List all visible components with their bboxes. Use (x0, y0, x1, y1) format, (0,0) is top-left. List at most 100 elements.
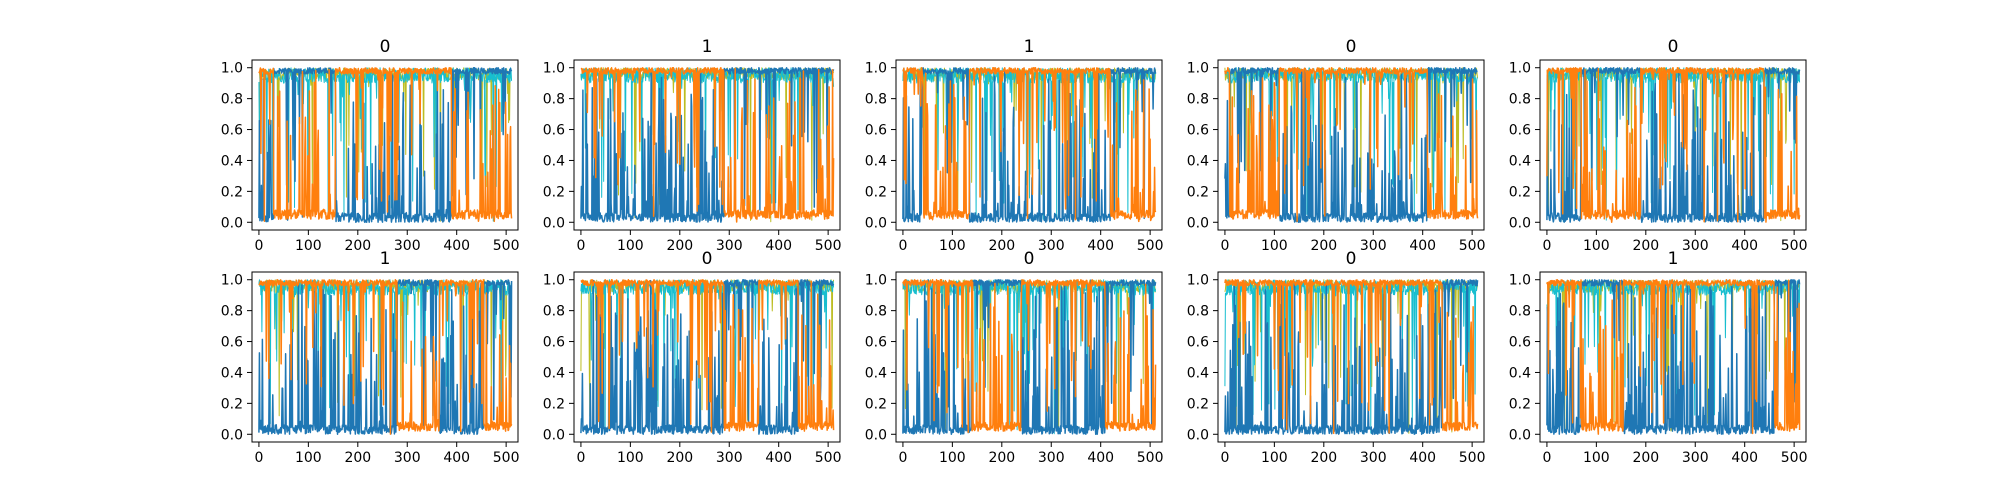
x-tick-label: 400 (443, 450, 470, 466)
y-tick-label: 1.0 (543, 273, 565, 289)
plot-area (1546, 278, 1801, 435)
x-tick-label: 500 (1459, 238, 1486, 254)
y-tick-label: 0.8 (865, 304, 887, 320)
x-tick-label: 200 (1310, 238, 1337, 254)
axes-frame (895, 271, 1163, 443)
y-tick-label: 0.6 (865, 123, 887, 139)
subplot-6: 0.0 0.2 0.4 0.6 0.8 1.0 0 100 200 300 400 500 0 (543, 249, 842, 466)
subplot-9: 0.0 0.2 0.4 0.6 0.8 1.0 0 100 200 300 400 500 1 (1509, 249, 1808, 466)
x-tick-label: 100 (1261, 238, 1288, 254)
y-tick-label: 0.0 (1509, 427, 1531, 443)
x-tick-label: 200 (1310, 450, 1337, 466)
y-tick-label: 0.2 (1187, 184, 1209, 200)
x-tick-label: 0 (1220, 450, 1229, 466)
subplot-7: 0.0 0.2 0.4 0.6 0.8 1.0 0 100 200 300 400 500 0 (865, 249, 1164, 466)
y-tick-label: 1.0 (865, 61, 887, 77)
x-tick-label: 300 (1038, 450, 1065, 466)
y-tick-label: 0.8 (1187, 92, 1209, 108)
y-tick-label: 0.2 (865, 184, 887, 200)
y-tick-label: 0.0 (221, 427, 243, 443)
subplot-1: 0.0 0.2 0.4 0.6 0.8 1.0 0 100 200 300 400 500 1 (543, 37, 842, 254)
y-tick-label: 1.0 (1509, 61, 1531, 77)
y-tick-label: 0.0 (1187, 427, 1209, 443)
x-tick-label: 300 (394, 450, 421, 466)
y-tick-label: 0.6 (1509, 123, 1531, 139)
axes-frame (895, 59, 1163, 231)
x-tick-label: 0 (576, 450, 585, 466)
series-line-orange (1546, 67, 1801, 223)
subplot-title: 0 (380, 37, 391, 57)
x-tick-label: 100 (939, 238, 966, 254)
x-tick-label: 500 (493, 238, 520, 254)
subplot-title: 1 (702, 37, 713, 57)
series-line-blue (902, 279, 1157, 436)
series-line-orange (1546, 278, 1801, 435)
series-line-cyan (1224, 279, 1478, 434)
x-tick-label: 0 (254, 450, 263, 466)
x-tick-label: 500 (493, 450, 520, 466)
series-line-blue (1546, 67, 1801, 223)
y-tick-label: 0.6 (865, 335, 887, 351)
y-tick-label: 1.0 (221, 273, 243, 289)
x-tick-label: 400 (1087, 450, 1114, 466)
x-tick-label: 300 (716, 450, 743, 466)
plot-area (580, 66, 835, 223)
subplot-title: 0 (1668, 37, 1679, 57)
y-tick-label: 0.0 (543, 427, 565, 443)
x-tick-label: 300 (1682, 450, 1709, 466)
plot-area (1224, 278, 1479, 435)
y-tick-label: 1.0 (1509, 273, 1531, 289)
axes-frame (1539, 59, 1807, 231)
x-tick-label: 500 (815, 238, 842, 254)
x-tick-label: 100 (1261, 450, 1288, 466)
subplot-3: 0.0 0.2 0.4 0.6 0.8 1.0 0 100 200 300 400 500 0 (1187, 37, 1486, 254)
subplot-title: 1 (1024, 37, 1035, 57)
subplot-0: 0.0 0.2 0.4 0.6 0.8 1.0 0 100 200 300 400 500 0 (221, 37, 520, 254)
y-tick-label: 0.8 (1187, 304, 1209, 320)
x-tick-label: 100 (1583, 450, 1610, 466)
x-tick-label: 0 (576, 238, 585, 254)
axes-frame (573, 271, 841, 443)
series-line-orange (580, 66, 835, 223)
series-line-blue (580, 279, 835, 436)
x-tick-label: 0 (898, 450, 907, 466)
x-tick-label: 100 (617, 450, 644, 466)
x-tick-label: 0 (1542, 238, 1551, 254)
x-tick-label: 100 (295, 450, 322, 466)
x-tick-label: 200 (344, 450, 371, 466)
y-tick-label: 0.8 (865, 92, 887, 108)
series-line-blue (258, 66, 513, 224)
y-tick-label: 0.8 (221, 304, 243, 320)
y-tick-label: 1.0 (865, 273, 887, 289)
y-tick-label: 0.6 (1187, 335, 1209, 351)
y-tick-label: 0.0 (543, 215, 565, 231)
x-tick-label: 200 (988, 238, 1015, 254)
y-tick-label: 0.6 (221, 335, 243, 351)
x-tick-label: 400 (1731, 238, 1758, 254)
series-line-orange (580, 278, 835, 433)
subplot-title: 0 (1346, 249, 1357, 269)
y-tick-label: 1.0 (1187, 273, 1209, 289)
subplot-title: 0 (1346, 37, 1357, 57)
series-line-orange (258, 67, 513, 223)
axes-frame (251, 271, 519, 443)
x-tick-label: 200 (988, 450, 1015, 466)
y-tick-label: 0.6 (1509, 335, 1531, 351)
y-tick-label: 0.4 (543, 365, 565, 381)
x-tick-label: 100 (939, 450, 966, 466)
x-tick-label: 400 (765, 450, 792, 466)
y-tick-label: 0.0 (1509, 215, 1531, 231)
subplot-title: 1 (380, 249, 391, 269)
subplot-title: 0 (1024, 249, 1035, 269)
series-line-blue (580, 66, 835, 223)
plot-area (258, 66, 513, 224)
y-tick-label: 0.0 (865, 427, 887, 443)
x-tick-label: 300 (1038, 238, 1065, 254)
x-tick-label: 300 (1360, 450, 1387, 466)
y-tick-label: 0.8 (1509, 92, 1531, 108)
y-tick-label: 1.0 (543, 61, 565, 77)
subplot-4: 0.0 0.2 0.4 0.6 0.8 1.0 0 100 200 300 400 500 0 (1509, 37, 1808, 254)
series-line-blue (902, 67, 1157, 223)
x-tick-label: 500 (1459, 450, 1486, 466)
